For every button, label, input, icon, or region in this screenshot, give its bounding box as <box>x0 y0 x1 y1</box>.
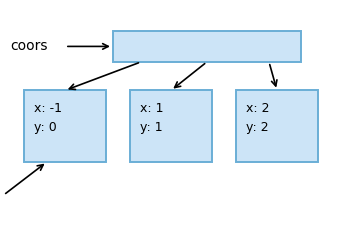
Text: x: -1
y: 0: x: -1 y: 0 <box>34 102 62 134</box>
Text: x: 2
y: 2: x: 2 y: 2 <box>246 102 270 134</box>
Text: x: 1
y: 1: x: 1 y: 1 <box>140 102 164 134</box>
Bar <box>113 31 301 62</box>
Bar <box>130 90 212 162</box>
Bar <box>24 90 106 162</box>
Text: coors: coors <box>10 40 48 53</box>
Bar <box>236 90 318 162</box>
